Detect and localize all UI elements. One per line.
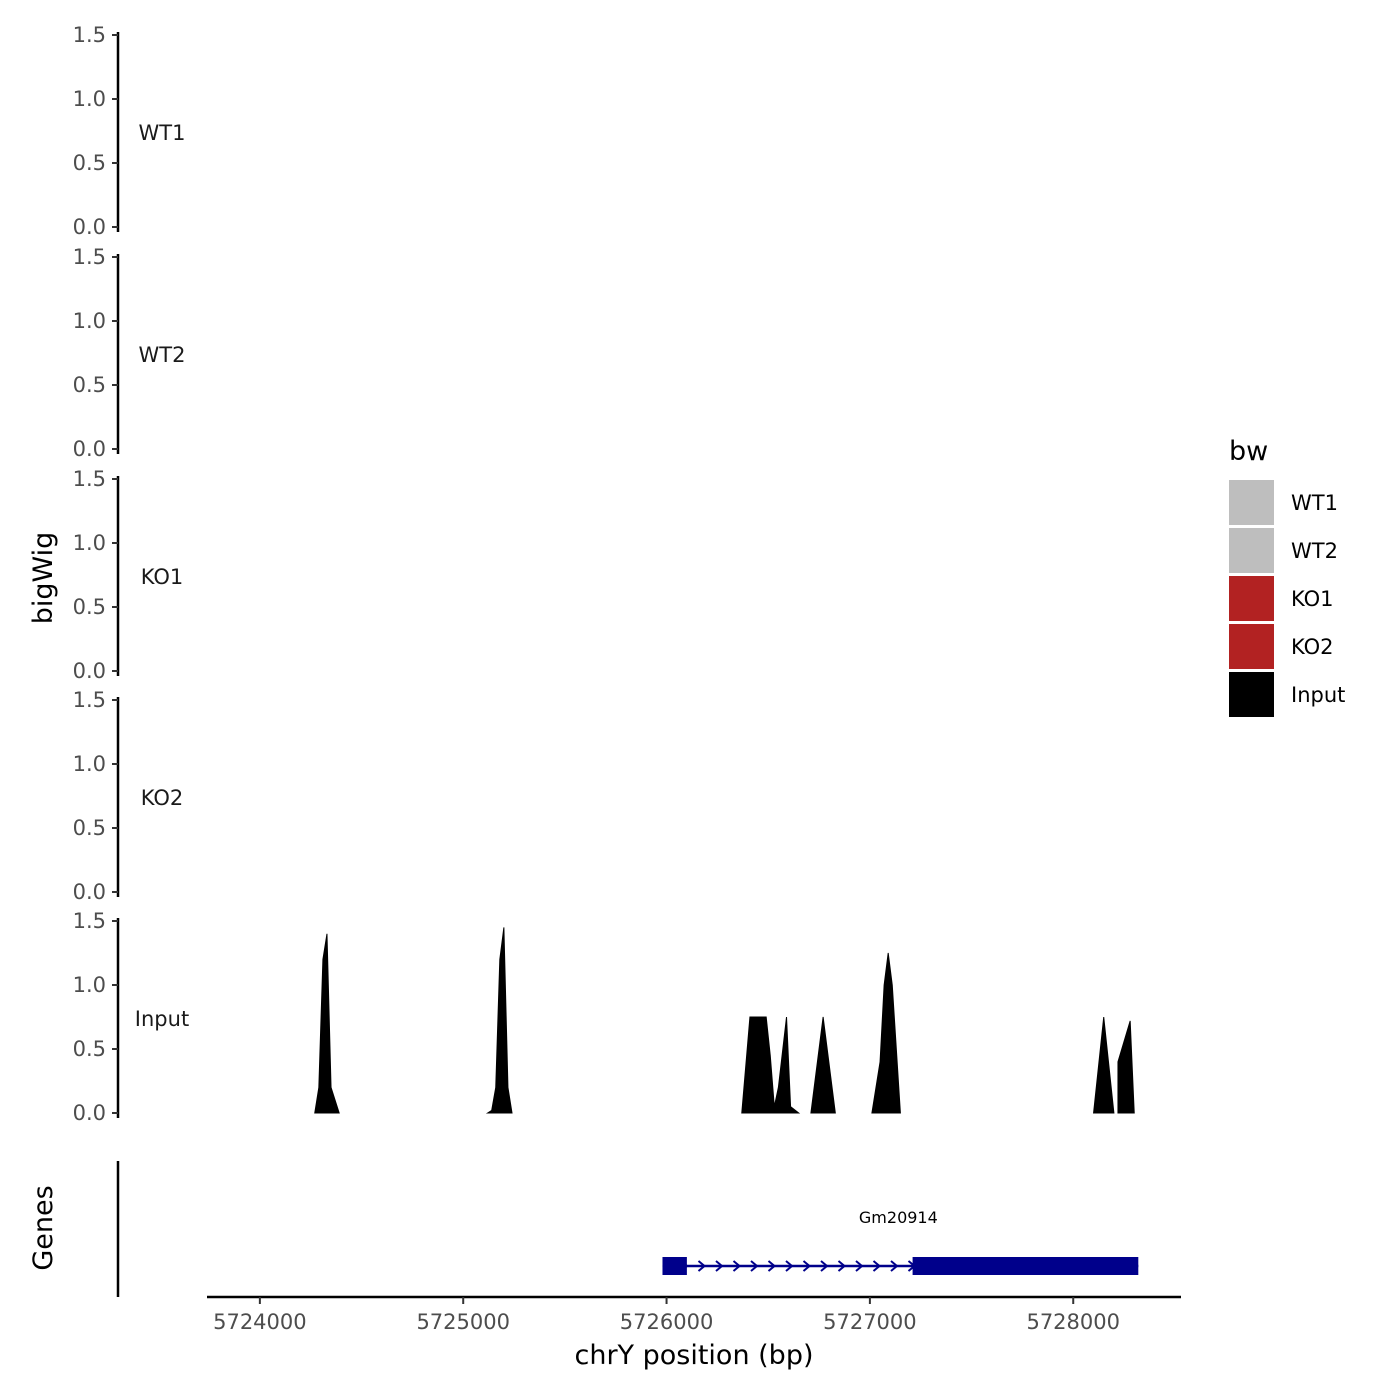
signal-peak xyxy=(314,933,340,1114)
legend-label-ko2: KO2 xyxy=(1291,635,1334,659)
y-tick-label: 1.5 xyxy=(73,909,106,933)
y-tick-label: 1.5 xyxy=(73,23,106,47)
gene-track-title: Genes xyxy=(28,1185,59,1270)
gene-exon xyxy=(662,1257,687,1275)
gene-exon xyxy=(912,1257,1139,1275)
legend-title: bw xyxy=(1229,436,1268,467)
gene-name-label: Gm20914 xyxy=(859,1208,938,1227)
signal-peak xyxy=(1117,1020,1135,1114)
y-axis-title: bigWig xyxy=(28,532,59,625)
y-tick-label: 1.5 xyxy=(73,467,106,491)
y-tick-label: 0.0 xyxy=(73,215,106,239)
strand-arrow xyxy=(890,1260,899,1272)
signal-peak xyxy=(871,952,901,1114)
track-panel-ko1: 0.0 0.5 1.0 1.5 KO1 xyxy=(73,467,184,683)
signal-peak xyxy=(1093,1016,1115,1114)
track-panel-ko2: 0.0 0.5 1.0 1.5 KO2 xyxy=(73,688,184,904)
strand-arrow xyxy=(855,1260,864,1272)
x-tick-label: 5725000 xyxy=(416,1310,510,1334)
track-panel-wt1: 0.0 0.5 1.0 1.5 WT1 xyxy=(73,23,186,239)
strand-arrow xyxy=(785,1260,794,1272)
y-tick-label: 0.5 xyxy=(73,151,106,175)
signal-peak xyxy=(485,927,513,1114)
y-tick-label: 1.0 xyxy=(73,752,106,776)
y-tick-label: 1.5 xyxy=(73,688,106,712)
legend-label-ko1: KO1 xyxy=(1291,587,1334,611)
x-tick-label: 5726000 xyxy=(620,1310,714,1334)
strand-arrow xyxy=(767,1260,777,1272)
legend-swatch-input xyxy=(1229,672,1274,717)
y-tick-label: 1.0 xyxy=(73,87,106,111)
legend-swatch-ko1 xyxy=(1229,576,1274,621)
strand-arrow xyxy=(750,1260,759,1272)
x-tick-label: 5728000 xyxy=(1026,1310,1120,1334)
signal-peak xyxy=(810,1016,836,1114)
legend: bw WT1 WT2 KO1 KO2 Input xyxy=(1229,436,1345,717)
gene-track: Gm20914 xyxy=(116,1161,1139,1297)
track-label-wt1: WT1 xyxy=(139,121,186,145)
track-panel-wt2: 0.0 0.5 1.0 1.5 WT2 xyxy=(73,245,186,461)
x-tick-label: 5724000 xyxy=(213,1310,307,1334)
y-tick-label: 0.0 xyxy=(73,1101,106,1125)
track-label-ko1: KO1 xyxy=(141,565,184,589)
y-tick-label: 0.5 xyxy=(73,816,106,840)
y-tick-label: 0.5 xyxy=(73,1037,106,1061)
y-tick-label: 1.0 xyxy=(73,973,106,997)
y-tick-label: 0.0 xyxy=(73,659,106,683)
legend-label-wt2: WT2 xyxy=(1291,539,1338,563)
signal-peak xyxy=(741,1016,801,1114)
x-tick-label: 5727000 xyxy=(823,1310,917,1334)
y-tick-label: 0.5 xyxy=(73,373,106,397)
legend-swatch-wt1 xyxy=(1229,480,1274,525)
track-label-ko2: KO2 xyxy=(141,786,184,810)
legend-swatch-ko2 xyxy=(1229,624,1274,669)
y-tick-label: 0.0 xyxy=(73,880,106,904)
x-axis: 5724000 5725000 5726000 5727000 5728000 xyxy=(207,1295,1181,1334)
bigwig-tracks: 0.0 0.5 1.0 1.5 WT1 0.0 0.5 1.0 1.5 WT2 0.0 0.5 1.0 1… xyxy=(73,23,1135,1125)
strand-arrow xyxy=(837,1260,847,1272)
strand-arrow xyxy=(715,1260,724,1272)
legend-label-input: Input xyxy=(1291,683,1345,707)
x-axis-title: chrY position (bp) xyxy=(574,1340,813,1371)
strand-arrow xyxy=(697,1260,707,1272)
y-tick-label: 1.0 xyxy=(73,309,106,333)
track-panel-input: 0.0 0.5 1.0 1.5 Input xyxy=(73,909,1135,1125)
y-tick-label: 0.5 xyxy=(73,595,106,619)
strand-arrow xyxy=(872,1260,882,1272)
y-tick-label: 1.5 xyxy=(73,245,106,269)
strand-arrow xyxy=(802,1260,812,1272)
y-tick-label: 0.0 xyxy=(73,437,106,461)
legend-swatch-wt2 xyxy=(1229,528,1274,573)
legend-label-wt1: WT1 xyxy=(1291,491,1338,515)
strand-arrow xyxy=(820,1260,829,1272)
y-tick-label: 1.0 xyxy=(73,531,106,555)
gene-gm20914: Gm20914 xyxy=(662,1208,1139,1275)
strand-arrow xyxy=(732,1260,742,1272)
track-label-input: Input xyxy=(135,1007,189,1031)
track-label-wt2: WT2 xyxy=(139,343,186,367)
